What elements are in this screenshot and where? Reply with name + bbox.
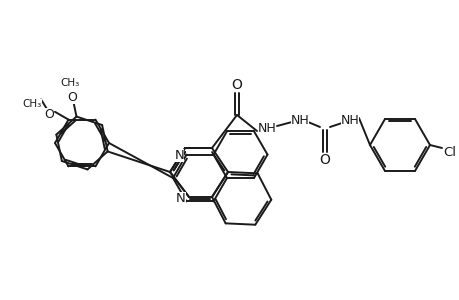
Text: O: O xyxy=(319,153,330,167)
Text: Cl: Cl xyxy=(442,146,455,160)
Text: O: O xyxy=(231,78,242,92)
Text: O: O xyxy=(67,92,78,104)
Text: NH: NH xyxy=(290,113,309,127)
Text: N: N xyxy=(176,191,185,205)
Text: N: N xyxy=(174,149,184,162)
Text: NH: NH xyxy=(340,113,358,127)
Text: CH₃: CH₃ xyxy=(60,78,79,88)
Text: CH₃: CH₃ xyxy=(22,99,41,110)
Text: NH: NH xyxy=(257,122,276,134)
Text: O: O xyxy=(44,108,54,121)
